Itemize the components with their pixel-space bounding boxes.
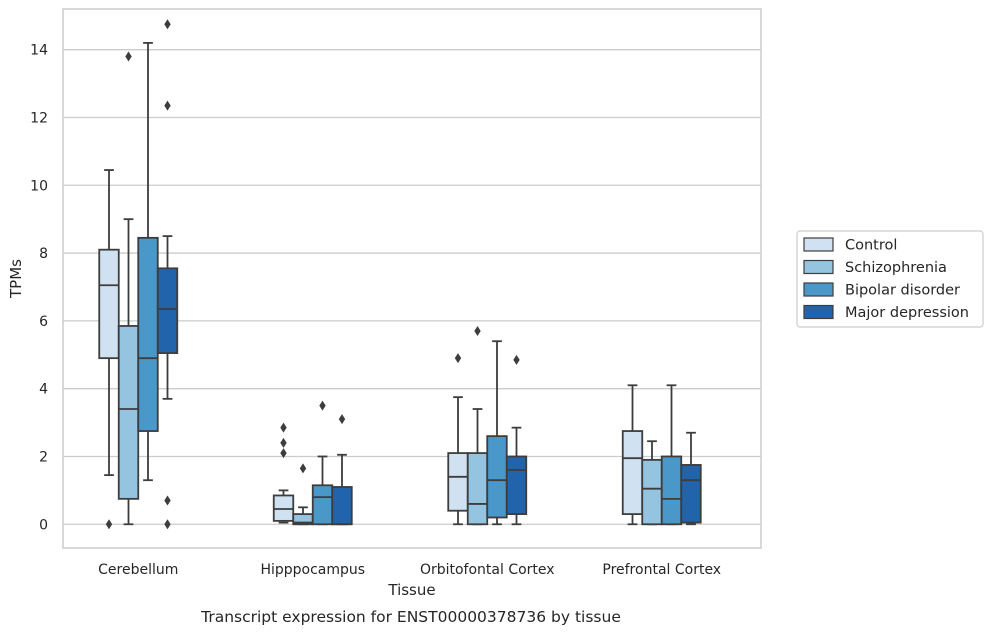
legend-swatch [803,237,834,252]
outlier-marker [454,353,462,364]
box [331,486,353,526]
box [621,430,644,516]
box [98,248,120,360]
legend-swatch [803,259,834,275]
outlier-marker [338,414,346,425]
legend-swatch [803,304,834,320]
legend: Control Schizophrenia Bipolar disorder Majo… [796,230,984,328]
series-schizophrenia [117,51,663,526]
box [447,452,469,512]
series-bipolar-disorder [137,41,683,526]
box [486,435,508,519]
box [117,325,140,500]
x-axis-label: Tissue [387,581,435,599]
x-tick-label: Prefrontal Cortex [602,562,721,578]
outlier-marker [474,326,481,337]
y-tick-label: 14 [30,43,48,59]
outlier-marker [164,19,171,30]
y-tick-label: 2 [39,449,48,465]
series-major-depression [156,19,702,530]
outlier-marker [319,400,326,411]
box [156,267,179,354]
y-tick-label: 10 [30,178,48,194]
y-tick-label: 6 [39,314,48,330]
outlier-marker [299,463,307,474]
outlier-marker [164,100,171,111]
y-tick-label: 12 [30,110,48,126]
x-tick-labels: Cerebellum Hipppocampus Orbitofontal Corte… [98,562,721,578]
x-tick-label: Cerebellum [98,562,178,578]
y-tick-label: 8 [39,246,48,262]
legend-label: Schizophrenia [845,260,947,276]
box [311,484,334,526]
box [137,236,159,432]
y-axis-label: TPMs [7,259,25,299]
gridlines [63,49,761,525]
box [466,452,489,526]
series-control [98,169,644,530]
outlier-marker [164,495,171,506]
box [680,464,702,524]
x-tick-label: Orbitofontal Cortex [420,562,555,578]
chart-caption: Transcript expression for ENST0000037873… [200,608,621,626]
legend-label: Control [845,238,897,254]
box [505,455,528,516]
outlier-marker [280,422,287,433]
box-series [98,19,702,530]
outlier-marker [280,448,287,459]
x-tick-label: Hipppocampus [260,562,365,578]
y-tick-label: 4 [39,382,48,398]
outlier-marker [105,519,113,530]
outlier-marker [280,437,287,448]
legend-frame [796,230,984,328]
y-tick-label: 0 [39,517,48,533]
legend-label: Major depression [845,305,969,321]
plot-frame [62,8,762,549]
outlier-marker [513,354,520,365]
legend-label: Bipolar disorder [845,283,960,299]
box [660,455,683,526]
box [641,458,663,526]
legend-swatch [803,282,834,297]
y-tick-labels: 0 2 4 6 8 10 12 14 [30,43,48,534]
outlier-marker [164,519,171,530]
outlier-marker [125,51,132,62]
